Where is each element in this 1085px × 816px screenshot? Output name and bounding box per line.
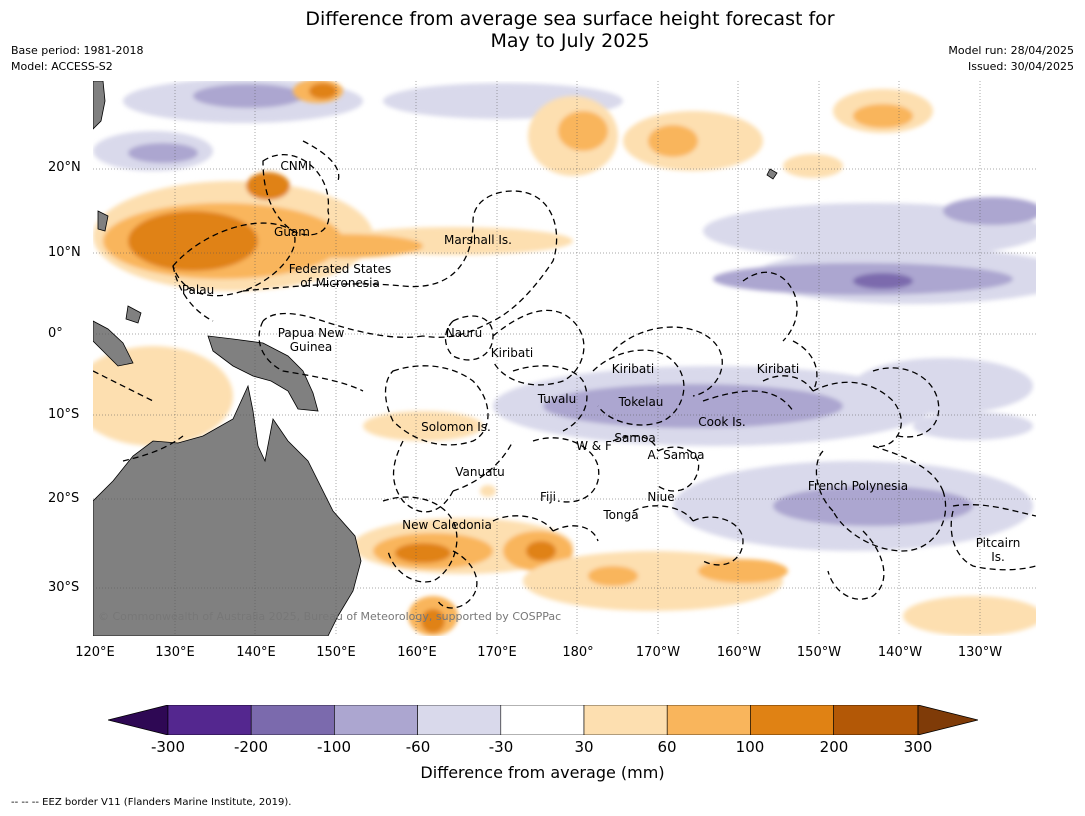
colorbar-swatch xyxy=(167,705,252,735)
place-label-palau: Palau xyxy=(181,283,215,297)
place-label-marshall-islands: Marshall Is. xyxy=(444,233,512,247)
place-label-american-samoa: A. Samoa xyxy=(647,448,705,462)
eez-legend-note: -- -- -- EEZ border V11 (Flanders Marine… xyxy=(11,797,292,808)
place-label-french-polynesia: French Polynesia xyxy=(807,479,909,493)
meta-right: Model run: 28/04/2025 Issued: 30/04/2025 xyxy=(948,43,1074,75)
map-panel xyxy=(93,81,1036,636)
model-run: Model run: 28/04/2025 xyxy=(948,44,1074,57)
lat-label-10n: 10°N xyxy=(48,245,81,260)
lon-label-150e: 150°E xyxy=(316,645,356,660)
colorbar-swatch xyxy=(417,705,502,735)
colorbar xyxy=(108,705,978,735)
colorbar-tick: -100 xyxy=(316,738,352,756)
negative-anomaly-areas xyxy=(93,81,1036,551)
lon-label-180: 180° xyxy=(562,645,594,660)
lon-label-150w: 150°W xyxy=(796,645,842,660)
lat-label-10s: 10°S xyxy=(48,407,80,422)
issued-date: Issued: 30/04/2025 xyxy=(967,60,1074,73)
colorbar-tick: 200 xyxy=(819,738,849,756)
place-label-cook-islands: Cook Is. xyxy=(698,415,746,429)
place-label-samoa: Samoa xyxy=(614,431,656,445)
place-label-guam: Guam xyxy=(274,225,310,239)
place-label-cnmi: CNMI xyxy=(280,159,312,173)
place-label-fiji: Fiji xyxy=(539,490,557,504)
place-label-kiribati-east: Kiribati xyxy=(756,362,800,376)
map-svg xyxy=(93,81,1036,636)
meta-left: Base period: 1981-2018 Model: ACCESS-S2 xyxy=(11,43,143,75)
lon-label-160w: 160°W xyxy=(716,645,762,660)
graticule xyxy=(93,81,1036,636)
lon-label-170e: 170°E xyxy=(477,645,517,660)
base-period: Base period: 1981-2018 xyxy=(11,44,144,57)
lat-label-20n: 20°N xyxy=(48,160,81,175)
colorbar-swatch xyxy=(250,705,335,735)
place-label-micronesia: Federated States of Micronesia xyxy=(288,262,392,290)
colorbar-tick: 100 xyxy=(735,738,765,756)
colorbar-swatch xyxy=(750,705,834,735)
colorbar-tick: 60 xyxy=(657,738,677,756)
colorbar-swatch xyxy=(583,705,668,735)
map-title: Difference from average sea surface heig… xyxy=(305,8,835,52)
colorbar-tick: 30 xyxy=(574,738,594,756)
positive-anomaly-areas xyxy=(93,81,1036,636)
lat-label-0: 0° xyxy=(48,326,63,341)
model-name: Model: ACCESS-S2 xyxy=(11,60,113,73)
colorbar-tick: -60 xyxy=(405,738,431,756)
colorbar-swatch xyxy=(666,705,751,735)
colorbar-label: Difference from average (mm) xyxy=(420,763,665,782)
copyright-notice: © Commonwealth of Australia 2025, Bureau… xyxy=(98,610,562,623)
colorbar-swatch xyxy=(334,705,418,735)
place-label-kiribati-west: Kiribati xyxy=(490,346,534,360)
lon-label-130w: 130°W xyxy=(957,645,1003,660)
colorbar-tick: -300 xyxy=(150,738,186,756)
place-label-pitcairn-islands: Pitcairn Is. xyxy=(975,536,1021,564)
eez-borders xyxy=(93,140,1036,609)
colorbar-tick: -200 xyxy=(233,738,269,756)
lon-label-120e: 120°E xyxy=(75,645,115,660)
place-label-new-caledonia: New Caledonia xyxy=(402,518,492,532)
place-label-solomon-islands: Solomon Is. xyxy=(421,420,491,434)
landmass xyxy=(93,81,778,636)
place-label-kiribati-central: Kiribati xyxy=(611,362,655,376)
place-label-nauru: Nauru xyxy=(445,326,483,340)
place-label-tokelau: Tokelau xyxy=(618,395,664,409)
place-label-papua-new-guinea: Papua New Guinea xyxy=(277,326,345,354)
lon-label-140w: 140°W xyxy=(877,645,923,660)
place-label-tuvalu: Tuvalu xyxy=(537,392,577,406)
lon-label-170w: 170°W xyxy=(635,645,681,660)
lon-label-130e: 130°E xyxy=(155,645,195,660)
colorbar-tick: 300 xyxy=(903,738,933,756)
place-label-vanuatu: Vanuatu xyxy=(455,465,505,479)
lon-label-160e: 160°E xyxy=(397,645,437,660)
lat-label-30s: 30°S xyxy=(48,580,80,595)
place-label-niue: Niue xyxy=(647,490,675,504)
lat-label-20s: 20°S xyxy=(48,491,80,506)
colorbar-tick: -30 xyxy=(488,738,514,756)
place-label-wallis-futuna: W & F xyxy=(576,439,612,453)
colorbar-swatch xyxy=(833,705,919,735)
place-label-tonga: Tonga xyxy=(603,508,639,522)
colorbar-extend-min xyxy=(108,705,169,735)
lon-label-140e: 140°E xyxy=(236,645,276,660)
colorbar-extend-max xyxy=(917,705,978,735)
colorbar-swatch xyxy=(500,705,585,735)
